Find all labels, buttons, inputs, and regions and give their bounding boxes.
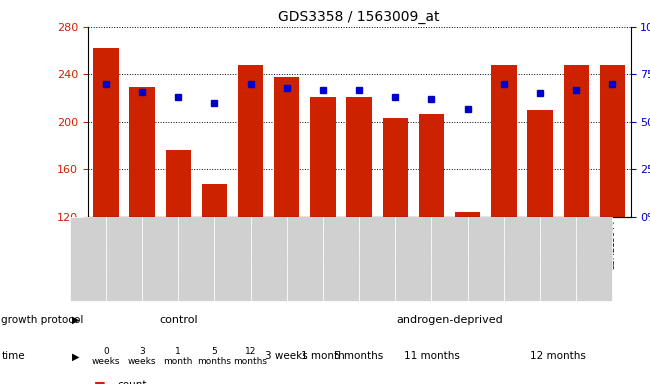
- Text: 5 months: 5 months: [335, 351, 384, 361]
- Bar: [600, 65, 625, 217]
- Text: 1
month: 1 month: [164, 347, 193, 366]
- Text: 3 weeks: 3 weeks: [265, 351, 308, 361]
- Text: count: count: [117, 380, 146, 384]
- Bar: [166, 151, 191, 217]
- Bar: [564, 65, 589, 217]
- Bar: [527, 110, 552, 217]
- Text: 11 months: 11 months: [404, 351, 460, 361]
- Bar: [202, 184, 227, 217]
- Text: 1 month: 1 month: [301, 351, 344, 361]
- Text: androgen-deprived: androgen-deprived: [396, 314, 503, 325]
- Text: time: time: [1, 351, 25, 361]
- Text: growth protocol: growth protocol: [1, 314, 84, 325]
- Bar: [238, 65, 263, 217]
- Bar: [274, 77, 300, 217]
- Text: 5
months: 5 months: [198, 347, 231, 366]
- Bar: [129, 88, 155, 217]
- Text: control: control: [159, 314, 198, 325]
- Bar: [310, 97, 335, 217]
- Bar: [491, 65, 517, 217]
- Text: ▶: ▶: [72, 351, 79, 361]
- Text: ■: ■: [94, 379, 106, 384]
- Text: 12 months: 12 months: [530, 351, 586, 361]
- Bar: [346, 97, 372, 217]
- Text: 12
months: 12 months: [233, 347, 268, 366]
- Bar: [93, 48, 118, 217]
- Text: 0
weeks: 0 weeks: [92, 347, 120, 366]
- Text: ▶: ▶: [72, 314, 79, 325]
- Bar: [455, 212, 480, 217]
- Title: GDS3358 / 1563009_at: GDS3358 / 1563009_at: [278, 10, 440, 25]
- Text: 3
weeks: 3 weeks: [128, 347, 156, 366]
- Bar: [419, 114, 444, 217]
- Bar: [383, 118, 408, 217]
